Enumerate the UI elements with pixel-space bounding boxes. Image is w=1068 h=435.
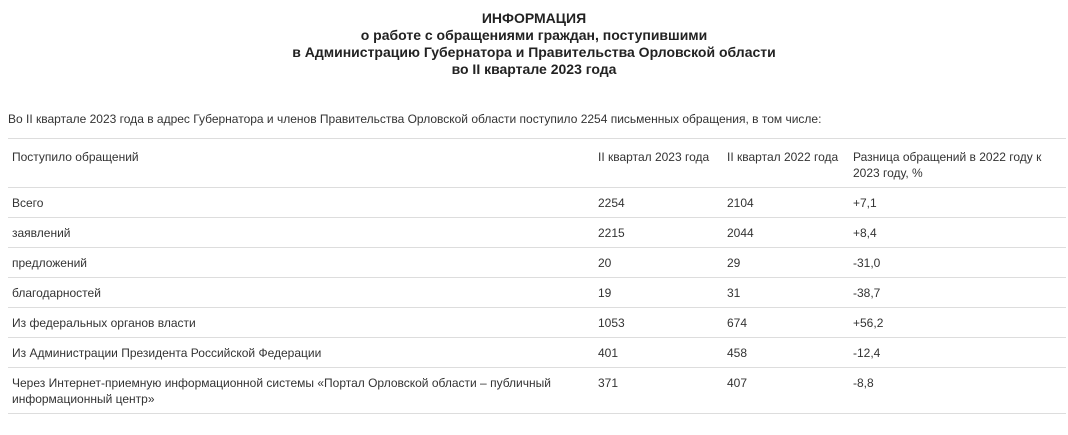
table-row: заявлений 2215 2044 +8,4 — [8, 217, 1066, 248]
table-cell: предложений — [8, 247, 594, 278]
table-cell: 2104 — [723, 187, 849, 218]
intro-text: Во II квартале 2023 года в адрес Губерна… — [8, 112, 822, 126]
table-row: Из Администрации Президента Российской Ф… — [8, 337, 1066, 368]
column-header: Разница обращений в 2022 году к 2023 год… — [849, 138, 1066, 188]
table-cell: 19 — [594, 277, 723, 308]
table-cell: 458 — [723, 337, 849, 368]
header-line: во II квартале 2023 года — [451, 61, 617, 77]
table-cell: -38,7 — [849, 277, 1066, 308]
table-cell: Из федеральных органов власти — [8, 307, 594, 338]
table-row: благодарностей 19 31 -38,7 — [8, 277, 1066, 308]
header-line: о работе с обращениями граждан, поступив… — [360, 27, 708, 43]
table-row: Всего 2254 2104 +7,1 — [8, 187, 1066, 218]
table-cell: 371 — [594, 367, 723, 414]
table-cell: 20 — [594, 247, 723, 278]
table-cell: 29 — [723, 247, 849, 278]
table-cell: заявлений — [8, 217, 594, 248]
column-header: Поступило обращений — [8, 138, 594, 188]
header-row: Поступило обращений II квартал 2023 года I… — [8, 138, 1066, 188]
table-cell: Через Интернет-приемную информационной с… — [8, 367, 594, 414]
table-cell: 2044 — [723, 217, 849, 248]
table-cell: +7,1 — [849, 187, 1066, 218]
table-cell: 2254 — [594, 187, 723, 218]
table-cell: благодарностей — [8, 277, 594, 308]
table-cell: 674 — [723, 307, 849, 338]
table-cell: +56,2 — [849, 307, 1066, 338]
table-body: Всего 2254 2104 +7,1 заявлений 2215 2044 +8,4 пр… — [8, 187, 1066, 414]
table-cell: 31 — [723, 277, 849, 308]
table-row: Из федеральных органов власти 1053 674 +56,… — [8, 307, 1066, 338]
column-header: II квартал 2022 года — [723, 138, 849, 188]
table-cell: Из Администрации Президента Российской Ф… — [8, 337, 594, 368]
table-cell: -31,0 — [849, 247, 1066, 278]
document-header: ИНФОРМАЦИЯ о работе с обращениями граждан… — [0, 10, 1068, 78]
table-header: Поступило обращений II квартал 2023 года I… — [8, 138, 1066, 188]
table-cell: +8,4 — [849, 217, 1066, 248]
table-cell: -8,8 — [849, 367, 1066, 414]
table-cell: 1053 — [594, 307, 723, 338]
header-line: в Администрацию Губернатора и Правительс… — [292, 44, 776, 60]
column-header: II квартал 2023 года — [594, 138, 723, 188]
table-cell: Всего — [8, 187, 594, 218]
header-line: ИНФОРМАЦИЯ — [481, 10, 587, 26]
table-row: Через Интернет-приемную информационной с… — [8, 367, 1066, 414]
table-cell: 2215 — [594, 217, 723, 248]
table-cell: -12,4 — [849, 337, 1066, 368]
data-table: Поступило обращений II квартал 2023 года I… — [8, 138, 1066, 414]
table-cell: 401 — [594, 337, 723, 368]
table-cell: 407 — [723, 367, 849, 414]
table-row: предложений 20 29 -31,0 — [8, 247, 1066, 278]
